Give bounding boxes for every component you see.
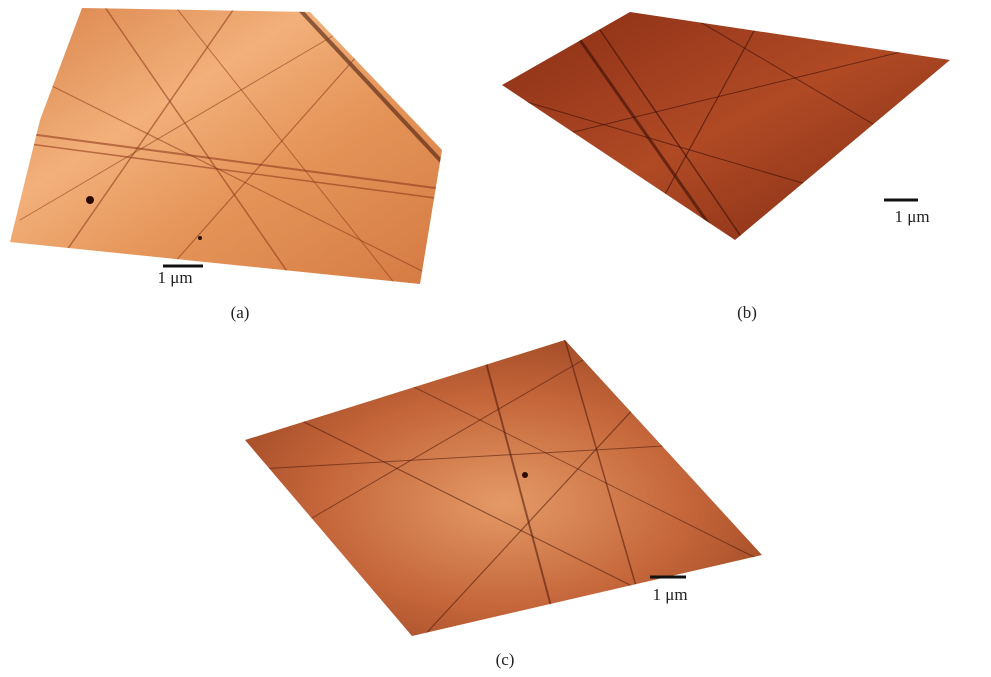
panel-caption: (b) [737, 303, 757, 322]
scale-bar-label: 1 μm [157, 268, 192, 287]
panel-caption: (c) [496, 650, 515, 669]
page: 1 μm (a) 1 μm (b) 1 μm [0, 0, 991, 677]
scale-bar-label: 1 μm [652, 585, 687, 604]
panel-caption: (a) [231, 303, 250, 322]
afm-image-b: 1 μm (b) [500, 10, 950, 322]
afm-image-c: 1 μm (c) [240, 340, 770, 669]
figure: 1 μm (a) 1 μm (b) 1 μm [0, 0, 991, 677]
afm-image-a: 1 μm (a) [0, 0, 450, 322]
scale-bar-label: 1 μm [894, 207, 929, 226]
